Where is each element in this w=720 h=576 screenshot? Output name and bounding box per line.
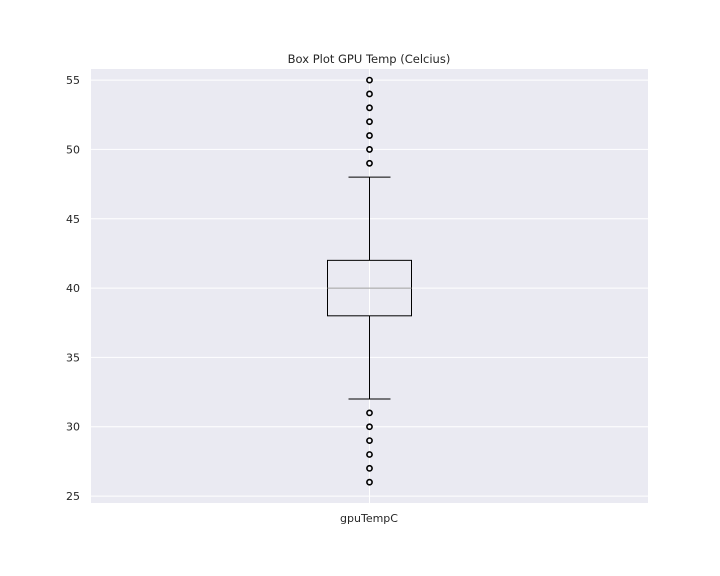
outlier-point-53 bbox=[366, 104, 373, 112]
y-tick-label-35: 35 bbox=[66, 351, 80, 364]
outlier-point-30 bbox=[366, 423, 373, 431]
chart-title: Box Plot GPU Temp (Celcius) bbox=[288, 52, 451, 66]
y-tick-label-25: 25 bbox=[66, 490, 80, 503]
outlier-point-50 bbox=[366, 146, 373, 153]
outlier-point-28 bbox=[366, 451, 373, 458]
x-tick-label-gputempc: gpuTempC bbox=[340, 512, 398, 525]
outlier-point-49 bbox=[366, 159, 373, 167]
y-tick-labels: 25 30 35 40 45 50 55 bbox=[66, 74, 80, 503]
y-tick-label-40: 40 bbox=[66, 282, 80, 295]
outlier-point-54 bbox=[366, 90, 373, 98]
y-tick-label-45: 45 bbox=[66, 213, 80, 226]
outlier-point-52 bbox=[366, 118, 373, 126]
outlier-point-51 bbox=[366, 132, 373, 139]
y-tick-label-55: 55 bbox=[66, 74, 80, 87]
outlier-point-29 bbox=[366, 437, 373, 445]
outlier-point-27 bbox=[366, 464, 373, 472]
box-elements bbox=[327, 76, 412, 486]
outlier-point-31 bbox=[366, 409, 373, 417]
y-tick-label-30: 30 bbox=[66, 421, 80, 434]
y-tick-label-50: 50 bbox=[66, 143, 80, 156]
outlier-point-55 bbox=[366, 76, 373, 84]
outlier-point-26 bbox=[366, 478, 373, 486]
